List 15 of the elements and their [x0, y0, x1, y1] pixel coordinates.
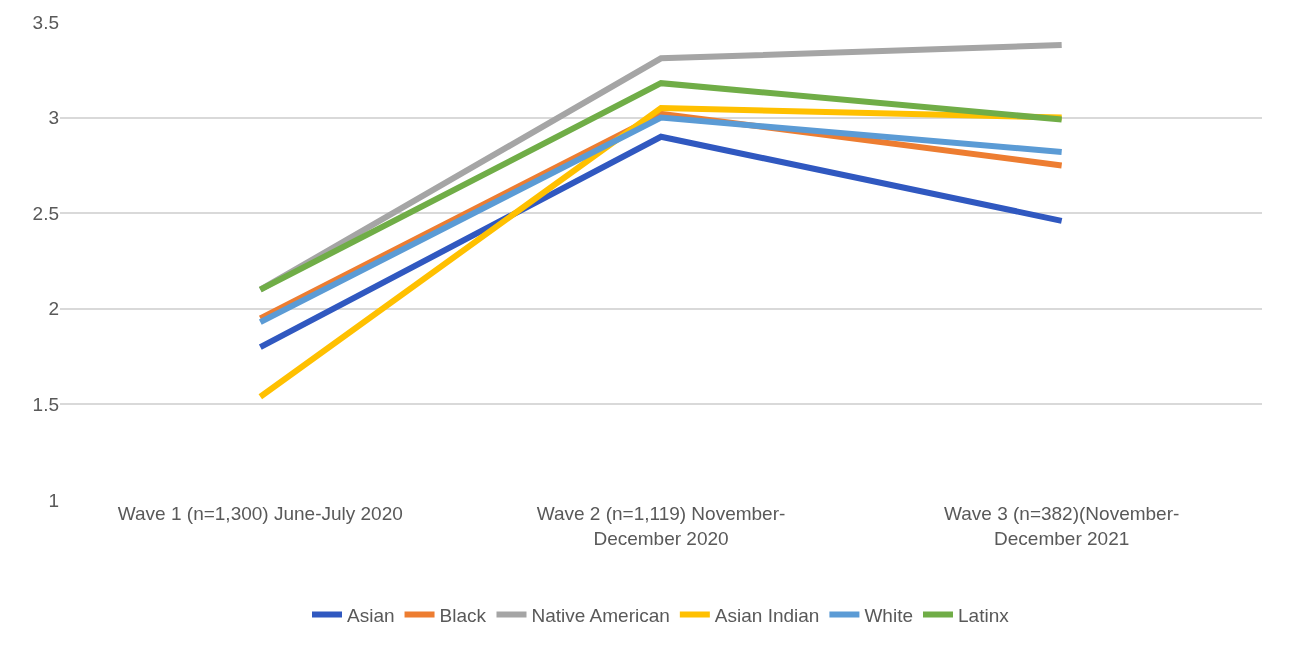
legend-label: Asian — [347, 604, 395, 626]
legend-label: Black — [439, 604, 487, 626]
legend-label: Latinx — [957, 604, 1010, 626]
y-tick-label: 2 — [48, 298, 59, 320]
legend-label: Asian Indian — [714, 604, 820, 626]
legend-label: White — [864, 604, 913, 626]
y-tick-label: 1.5 — [32, 394, 59, 416]
y-tick-label: 3.5 — [32, 11, 59, 33]
x-tick-label: Wave 2 (n=1,119) November- December 2020 — [536, 503, 786, 549]
y-tick-label: 3 — [48, 107, 59, 129]
y-tick-label: 1 — [48, 489, 59, 511]
x-tick-label: Wave 3 (n=382)(November- December 2021 — [944, 503, 1180, 549]
x-tick-label: Wave 1 (n=1,300) June-July 2020 — [117, 503, 403, 524]
y-tick-label: 2.5 — [32, 202, 59, 224]
legend-label: Native American — [531, 604, 670, 626]
